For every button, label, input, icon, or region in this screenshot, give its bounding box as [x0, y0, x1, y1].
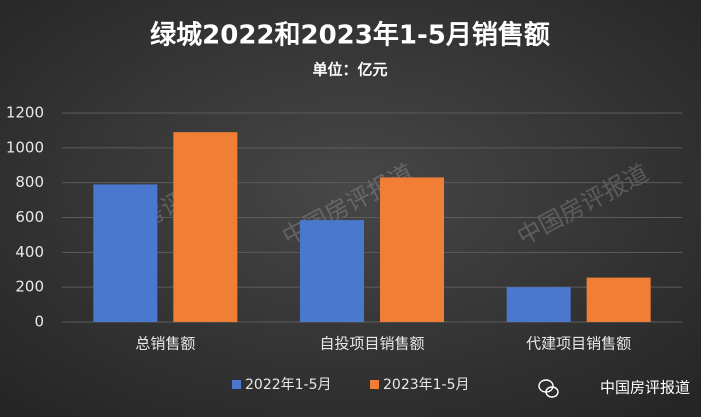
bar [93, 184, 158, 322]
source: 中国房评报道 [600, 379, 690, 397]
x-tick-label: 自投项目销售额 [319, 335, 424, 353]
bar [380, 177, 444, 322]
y-tick-label: 200 [15, 278, 44, 296]
legend-swatch [232, 380, 241, 389]
y-tick-label: 1000 [6, 138, 44, 156]
wechat-icon [538, 379, 559, 398]
y-tick-label: 400 [15, 243, 44, 261]
bar [300, 220, 364, 322]
y-tick-label: 800 [15, 173, 44, 191]
bar [173, 132, 238, 322]
legend-label: 2022年1-5月 [245, 377, 332, 393]
x-tick-label: 代建项目销售额 [526, 335, 631, 353]
y-tick-label: 0 [34, 313, 44, 331]
x-tick-label: 总销售额 [135, 335, 195, 353]
legend-swatch [370, 380, 379, 389]
y-tick-label: 1200 [6, 104, 44, 122]
y-tick-label: 600 [15, 208, 44, 226]
chart-subtitle: 单位：亿元 [312, 61, 387, 79]
chart-title: 绿城2022和2023年1-5月销售额 [150, 20, 550, 51]
bar [586, 277, 651, 322]
bar [506, 287, 571, 322]
legend-label: 2023年1-5月 [383, 377, 470, 393]
